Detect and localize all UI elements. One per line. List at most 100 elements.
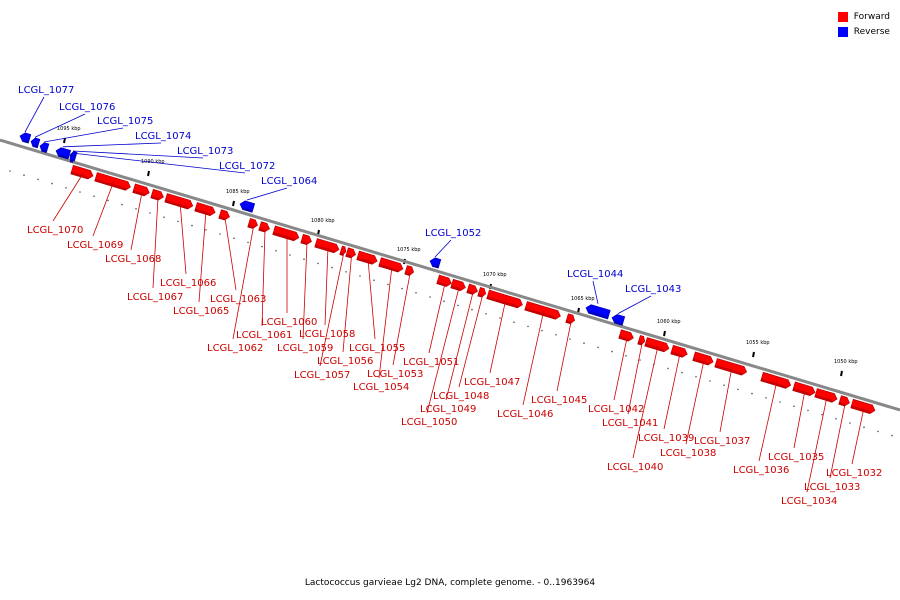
gene-feature-LCGL_1064[interactable] <box>239 200 256 213</box>
gene-feature-LCGL_1076[interactable] <box>30 137 41 149</box>
gene-feature-LCGL_1057[interactable] <box>339 245 347 256</box>
gene-label-LCGL_1045[interactable]: LCGL_1045 <box>531 395 587 406</box>
leader-LCGL_1036 <box>758 380 778 462</box>
leader-LCGL_1048 <box>458 295 483 388</box>
gene-label-LCGL_1051[interactable]: LCGL_1051 <box>403 357 459 368</box>
gene-label-LCGL_1042[interactable]: LCGL_1042 <box>588 404 644 415</box>
gene-feature-LCGL_1054[interactable] <box>378 257 405 274</box>
gene-feature-LCGL_1059[interactable] <box>300 233 313 245</box>
gene-feature-LCGL_1035[interactable] <box>792 381 817 397</box>
gene-feature-LCGL_1048[interactable] <box>477 287 487 298</box>
minor-tick <box>793 405 795 408</box>
gene-feature-LCGL_1077[interactable] <box>19 132 32 144</box>
gene-label-LCGL_1044[interactable]: LCGL_1044 <box>567 269 623 280</box>
gene-label-LCGL_1058[interactable]: LCGL_1058 <box>299 329 355 340</box>
gene-label-LCGL_1070[interactable]: LCGL_1070 <box>27 225 83 236</box>
gene-feature-LCGL_1042[interactable] <box>618 329 635 343</box>
gene-label-LCGL_1057[interactable]: LCGL_1057 <box>294 370 350 381</box>
gene-label-LCGL_1032[interactable]: LCGL_1032 <box>826 468 882 479</box>
gene-feature-LCGL_1060[interactable] <box>272 225 300 242</box>
gene-feature-LCGL_1043[interactable] <box>611 313 626 326</box>
gene-feature-LCGL_1051[interactable] <box>436 274 453 288</box>
gene-label-LCGL_1064[interactable]: LCGL_1064 <box>261 176 317 187</box>
gene-feature-LCGL_1037[interactable] <box>714 358 748 376</box>
gene-feature-LCGL_1061[interactable] <box>258 221 271 233</box>
gene-feature-LCGL_1038[interactable] <box>692 351 715 366</box>
gene-label-LCGL_1066[interactable]: LCGL_1066 <box>160 278 216 289</box>
gene-label-LCGL_1049[interactable]: LCGL_1049 <box>420 404 476 415</box>
gene-label-LCGL_1038[interactable]: LCGL_1038 <box>660 448 716 459</box>
gene-label-LCGL_1048[interactable]: LCGL_1048 <box>433 391 489 402</box>
gene-label-LCGL_1063[interactable]: LCGL_1063 <box>210 294 266 305</box>
gene-label-LCGL_1059[interactable]: LCGL_1059 <box>277 343 333 354</box>
gene-label-LCGL_1050[interactable]: LCGL_1050 <box>401 417 457 428</box>
leader-LCGL_1062 <box>232 226 254 340</box>
gene-feature-LCGL_1072[interactable] <box>69 152 76 163</box>
gene-feature-LCGL_1069[interactable] <box>94 172 132 191</box>
gene-feature-LCGL_1062[interactable] <box>247 218 259 229</box>
gene-label-LCGL_1046[interactable]: LCGL_1046 <box>497 409 553 420</box>
gene-feature-LCGL_1058[interactable] <box>314 238 341 254</box>
gene-label-LCGL_1065[interactable]: LCGL_1065 <box>173 306 229 317</box>
gene-feature-LCGL_1046[interactable] <box>524 301 562 320</box>
gene-label-LCGL_1036[interactable]: LCGL_1036 <box>733 465 789 476</box>
gene-label-LCGL_1041[interactable]: LCGL_1041 <box>602 418 658 429</box>
gene-feature-LCGL_1045[interactable] <box>565 313 576 325</box>
gene-label-LCGL_1053[interactable]: LCGL_1053 <box>367 369 423 380</box>
gene-feature-LCGL_1055[interactable] <box>356 250 379 265</box>
gene-label-LCGL_1052[interactable]: LCGL_1052 <box>425 228 481 239</box>
gene-label-LCGL_1069[interactable]: LCGL_1069 <box>67 240 123 251</box>
gene-label-LCGL_1055[interactable]: LCGL_1055 <box>349 343 405 354</box>
gene-feature-LCGL_1033[interactable] <box>838 395 851 407</box>
gene-label-LCGL_1074[interactable]: LCGL_1074 <box>135 131 191 142</box>
gene-label-LCGL_1072[interactable]: LCGL_1072 <box>219 161 275 172</box>
gene-label-LCGL_1073[interactable]: LCGL_1073 <box>177 146 233 157</box>
gene-label-LCGL_1047[interactable]: LCGL_1047 <box>464 377 520 388</box>
minor-tick <box>429 296 431 298</box>
gene-feature-LCGL_1068[interactable] <box>132 183 151 197</box>
gene-feature-LCGL_1044[interactable] <box>585 303 611 320</box>
leader-LCGL_1072 <box>71 152 246 174</box>
gene-label-LCGL_1075[interactable]: LCGL_1075 <box>97 116 153 127</box>
minor-tick <box>107 199 109 202</box>
gene-label-LCGL_1034[interactable]: LCGL_1034 <box>781 496 837 507</box>
gene-label-LCGL_1035[interactable]: LCGL_1035 <box>768 452 824 463</box>
gene-feature-LCGL_1067[interactable] <box>150 188 165 201</box>
gene-label-LCGL_1061[interactable]: LCGL_1061 <box>236 330 292 341</box>
gene-feature-LCGL_1052[interactable] <box>429 257 442 269</box>
gene-feature-LCGL_1066[interactable] <box>164 193 194 210</box>
gene-label-LCGL_1033[interactable]: LCGL_1033 <box>804 482 860 493</box>
map-caption: Lactococcus garvieae Lg2 DNA, complete g… <box>304 578 596 588</box>
gene-label-LCGL_1054[interactable]: LCGL_1054 <box>353 382 409 393</box>
gene-label-LCGL_1062[interactable]: LCGL_1062 <box>207 343 263 354</box>
gene-feature-LCGL_1047[interactable] <box>486 289 524 309</box>
gene-label-LCGL_1076[interactable]: LCGL_1076 <box>59 102 115 113</box>
gene-feature-LCGL_1075[interactable] <box>39 142 50 153</box>
label-leaders <box>24 96 865 493</box>
scale-label: 1075 kbp <box>397 247 421 253</box>
gene-feature-LCGL_1063[interactable] <box>218 209 231 221</box>
gene-feature-LCGL_1032[interactable] <box>850 398 877 415</box>
gene-label-LCGL_1043[interactable]: LCGL_1043 <box>625 284 681 295</box>
minor-tick <box>23 174 25 176</box>
gene-label-LCGL_1060[interactable]: LCGL_1060 <box>261 317 317 328</box>
gene-label-LCGL_1056[interactable]: LCGL_1056 <box>317 356 373 367</box>
gene-feature-LCGL_1070[interactable] <box>70 164 95 180</box>
gene-label-LCGL_1037[interactable]: LCGL_1037 <box>694 436 750 447</box>
gene-label-LCGL_1040[interactable]: LCGL_1040 <box>607 462 663 473</box>
gene-feature-LCGL_1056[interactable] <box>345 247 357 259</box>
gene-feature-LCGL_1053[interactable] <box>404 265 415 276</box>
gene-feature-LCGL_1065[interactable] <box>194 202 217 217</box>
gene-label-LCGL_1068[interactable]: LCGL_1068 <box>105 254 161 265</box>
gene-feature-LCGL_1074[interactable] <box>55 146 72 160</box>
gene-feature-LCGL_1040[interactable] <box>644 337 671 353</box>
gene-feature-LCGL_1041[interactable] <box>637 335 646 346</box>
gene-label-LCGL_1067[interactable]: LCGL_1067 <box>127 292 183 303</box>
gene-label-LCGL_1077[interactable]: LCGL_1077 <box>18 85 74 96</box>
gene-label-LCGL_1039[interactable]: LCGL_1039 <box>638 433 694 444</box>
gene-feature-LCGL_1049[interactable] <box>466 283 479 295</box>
gene-feature-LCGL_1036[interactable] <box>760 371 792 389</box>
gene-feature-LCGL_1034[interactable] <box>814 388 839 403</box>
minor-tick <box>373 279 375 282</box>
minor-tick <box>891 434 893 437</box>
